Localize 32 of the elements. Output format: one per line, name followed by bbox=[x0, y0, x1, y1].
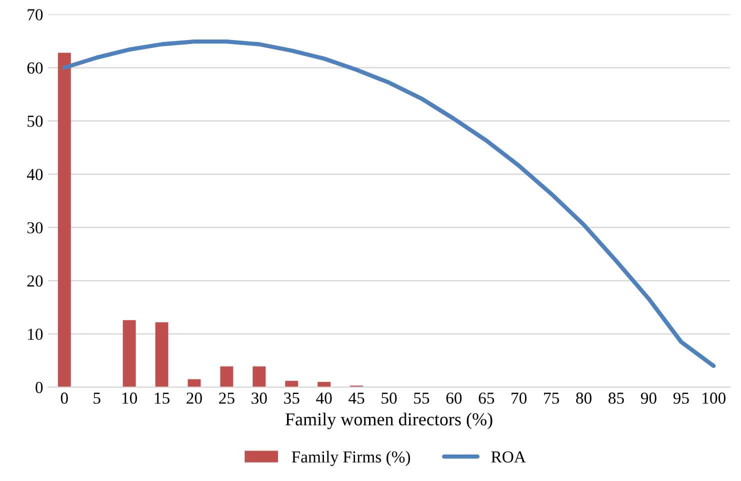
y-tick-label: 60 bbox=[27, 62, 43, 74]
x-tick-label: 50 bbox=[382, 392, 397, 404]
x-axis-title: Family women directors (%) bbox=[286, 412, 492, 430]
y-tick-label: 20 bbox=[27, 275, 43, 287]
y-tick-label: 30 bbox=[27, 222, 43, 234]
x-tick-label: 85 bbox=[608, 392, 624, 404]
legend-label: ROA bbox=[491, 451, 526, 463]
x-tick-label: 100 bbox=[702, 392, 726, 404]
x-tick-label: 15 bbox=[154, 392, 170, 404]
x-tick-label: 0 bbox=[60, 392, 68, 404]
x-tick-label: 35 bbox=[284, 392, 300, 404]
x-tick-label: 55 bbox=[414, 392, 430, 404]
x-tick-label: 20 bbox=[186, 392, 202, 404]
y-tick-label: 70 bbox=[28, 9, 43, 20]
x-tick-label: 25 bbox=[219, 392, 234, 404]
x-tick-label: 65 bbox=[478, 392, 494, 404]
x-tick-label: 10 bbox=[122, 392, 138, 404]
x-tick-label: 75 bbox=[544, 392, 560, 404]
x-tick-label: 60 bbox=[446, 392, 462, 404]
y-tick-label: 10 bbox=[28, 328, 43, 340]
x-tick-label: 30 bbox=[252, 392, 267, 404]
x-tick-label: 45 bbox=[348, 392, 364, 404]
x-tick-label: 70 bbox=[512, 392, 527, 404]
x-tick-label: 80 bbox=[576, 392, 592, 404]
y-tick-label: 40 bbox=[26, 168, 43, 180]
y-tick-label: 0 bbox=[36, 382, 43, 394]
x-tick-label: 95 bbox=[673, 392, 689, 404]
y-tick-label: 50 bbox=[28, 116, 43, 127]
legend-label: Family Firms (%) bbox=[292, 450, 410, 466]
x-tick-label: 5 bbox=[94, 392, 100, 404]
x-tick-label: 40 bbox=[316, 392, 332, 404]
x-tick-label: 90 bbox=[640, 392, 656, 404]
